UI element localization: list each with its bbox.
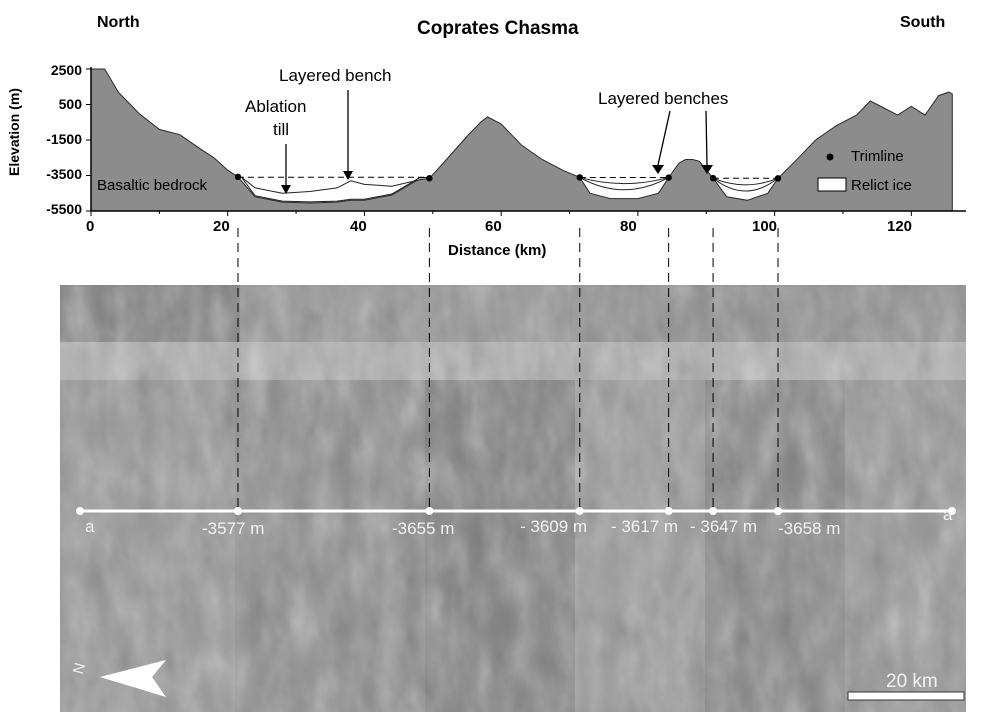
trimline-legend-marker: [826, 153, 834, 161]
transect-elevation-label: -3577 m: [202, 519, 265, 538]
trimline-point: [774, 175, 782, 182]
x-tick-label: 80: [620, 218, 637, 235]
transect-elevation-label: -3655 m: [392, 519, 455, 538]
transect-elevation-label: -3658 m: [778, 519, 841, 538]
relict-ice-legend-swatch: [817, 177, 847, 192]
scale-bar-label: 20 km: [886, 671, 938, 692]
elevation-profile-chart: [86, 67, 966, 216]
transect-start-label: a: [85, 517, 95, 536]
trimline-point: [576, 174, 583, 181]
transect-elevation-label: - 3609 m: [520, 517, 588, 536]
ablation-till-label: Ablation: [245, 97, 307, 116]
y-tick-label: 500: [58, 96, 82, 112]
trimline-point: [234, 173, 242, 181]
x-tick-label: 0: [86, 218, 95, 235]
trimline-point: [426, 175, 433, 182]
north-arrow-icon: [100, 660, 166, 697]
trimline-legend-label: Trimline: [851, 148, 904, 165]
x-tick-label: 40: [350, 218, 367, 235]
transect-elevation-label: - 3647 m: [690, 517, 758, 536]
south-label: South: [900, 14, 946, 31]
ablation-till-arrow-head: [281, 185, 291, 194]
x-axis-label: Distance (km): [448, 242, 547, 259]
ablation-till-label-line2: till: [273, 120, 290, 139]
x-tick-label: 60: [485, 218, 502, 235]
x-tick-label: 120: [887, 218, 913, 235]
y-tick-label: -5500: [46, 201, 82, 217]
trimline-point: [709, 174, 717, 182]
layered-benches-arrow-shaft: [657, 110, 671, 166]
transect-endpoint: [948, 507, 956, 515]
basaltic-bedrock-label: Basaltic bedrock: [97, 177, 208, 194]
x-tick-label: 20: [213, 218, 230, 235]
scale-bar: [847, 691, 965, 701]
layered-bench-label: Layered bench: [279, 66, 392, 85]
transect-end-label: a': [943, 505, 956, 524]
bedrock-profile: [90, 68, 953, 212]
y-tick-label: -1500: [46, 131, 82, 147]
layered-benches-arrow-shaft: [705, 110, 708, 166]
y-tick-label: -3500: [46, 166, 82, 182]
layered-benches-label: Layered benches: [598, 89, 729, 108]
transect-endpoint: [76, 507, 84, 515]
layered-benches-arrow-head: [701, 165, 713, 174]
figure-title: Coprates Chasma: [417, 18, 579, 39]
layered-bench-arrow-head: [343, 171, 353, 180]
transect-elevation-label: - 3617 m: [611, 517, 679, 536]
x-tick-label: 100: [752, 218, 778, 235]
relict-ice-legend-label: Relict ice: [851, 177, 912, 194]
north-label: North: [97, 14, 140, 31]
y-tick-label: 2500: [50, 62, 82, 78]
trimline-point: [665, 174, 672, 181]
layered-benches-arrow-head: [652, 165, 664, 174]
